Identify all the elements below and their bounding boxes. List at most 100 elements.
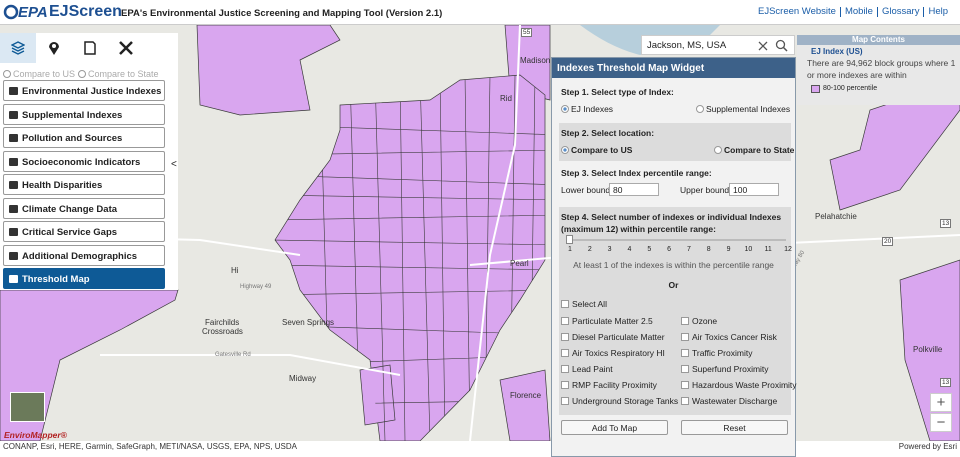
index-checkbox[interactable]: Particulate Matter 2.5 <box>561 316 653 326</box>
slider-handle[interactable] <box>566 235 573 244</box>
ej-indexes-option[interactable]: EJ Indexes <box>561 104 613 114</box>
road-label: Gatesville Rd <box>215 352 251 358</box>
menu-label: Critical Service Gaps <box>22 227 118 238</box>
option-label: EJ Indexes <box>571 104 614 114</box>
checkbox <box>681 365 689 373</box>
map-label: Fairchilds <box>205 318 240 327</box>
checkbox <box>681 333 689 341</box>
route-shield: 55 <box>521 28 533 37</box>
layers-tab[interactable] <box>0 33 36 63</box>
select-all[interactable]: Select All <box>561 299 607 309</box>
menu-item[interactable]: Health Disparities <box>3 174 165 195</box>
step4-band <box>559 207 791 415</box>
powered-by: Powered by Esri <box>898 442 957 451</box>
header-link[interactable]: Mobile <box>839 7 877 17</box>
map-label: Florence <box>510 391 542 400</box>
header-link[interactable]: Glossary <box>876 7 923 17</box>
slider-tick-label: 7 <box>686 246 691 253</box>
checkbox <box>681 397 689 405</box>
checkbox <box>681 349 689 357</box>
map-label: Seven Springs <box>282 318 335 327</box>
index-label: Superfund Proximity <box>692 364 769 374</box>
select-all-label: Select All <box>572 299 607 309</box>
basemap-thumbnail[interactable] <box>10 392 45 422</box>
reset-button[interactable]: Reset <box>681 420 788 435</box>
map-contents-title: Map Contents <box>797 35 960 45</box>
menu-item[interactable]: Critical Service Gaps <box>3 221 165 242</box>
search-button[interactable] <box>775 39 788 52</box>
or-label: Or <box>668 280 679 290</box>
compare-us-label: Compare to US <box>13 69 76 79</box>
compare-state-option[interactable]: Compare to State <box>714 145 794 155</box>
compare-us[interactable]: Compare to US <box>3 69 75 79</box>
layer-name[interactable]: EJ Index (US) <box>811 47 863 56</box>
menu-item[interactable]: Climate Change Data <box>3 197 165 219</box>
menu: Environmental Justice Indexes Supplementa… <box>0 80 178 290</box>
menu-item[interactable]: Socioeconomic Indicators <box>3 150 165 172</box>
index-checkbox[interactable]: Wastewater Discharge <box>681 396 777 406</box>
index-checkbox[interactable]: Lead Paint <box>561 364 613 374</box>
compare-us-option[interactable]: Compare to US <box>561 145 632 155</box>
menu-item[interactable]: Threshold Map <box>3 268 165 289</box>
index-label: Lead Paint <box>572 364 613 374</box>
slider-tick-label: 8 <box>706 246 711 253</box>
step1-label: Step 1. Select type of Index: <box>561 87 674 97</box>
legend-label: 80-100 percentile <box>823 85 878 92</box>
attribution: CONANP, Esri, HERE, Garmin, SafeGraph, M… <box>3 442 298 451</box>
menu-item[interactable]: Pollution and Sources <box>3 127 165 148</box>
option-label: Supplemental Indexes <box>706 104 791 114</box>
legend-swatch <box>811 85 820 93</box>
index-checkbox[interactable]: Superfund Proximity <box>681 364 769 374</box>
tools-tab[interactable] <box>108 33 144 63</box>
index-checkbox[interactable]: RMP Facility Proximity <box>561 380 657 390</box>
checkbox <box>561 397 569 405</box>
index-checkbox[interactable]: Air Toxics Respiratory HI <box>561 348 665 358</box>
map-contents: Map Contents EJ Index (US) There are 94,… <box>797 35 960 105</box>
index-checkbox[interactable]: Hazardous Waste Proximity <box>681 380 797 390</box>
slider-ticks: 1 2 3 4 5 6 7 8 9 10 11 12 <box>552 246 795 256</box>
app-subtitle: EPA's Environmental Justice Screening an… <box>121 8 443 19</box>
map-label: Midway <box>289 374 317 383</box>
location-tab[interactable] <box>36 33 72 63</box>
menu-item[interactable]: Additional Demographics <box>3 244 165 266</box>
zoom-in[interactable]: + <box>930 393 952 412</box>
header-links: EJScreen Website Mobile Glossary Help <box>754 7 952 17</box>
header-link[interactable]: EJScreen Website <box>757 6 836 17</box>
menu-icon <box>9 228 18 236</box>
step3-label: Step 3. Select Index percentile range: <box>561 168 712 178</box>
menu-label: Climate Change Data <box>22 203 118 215</box>
menu-icon <box>9 110 18 119</box>
collapse-button[interactable]: < <box>171 159 177 170</box>
slider-tick-label: 4 <box>627 246 632 253</box>
supplemental-option[interactable]: Supplemental Indexes <box>696 104 790 114</box>
app-title: EJScreen <box>49 3 122 20</box>
search-box[interactable]: Jackson, MS, USA <box>641 35 795 55</box>
lower-bound-input[interactable]: 80 <box>609 183 659 196</box>
index-checkbox[interactable]: Ozone <box>681 316 717 326</box>
header-link[interactable]: Help <box>923 7 952 17</box>
map-label: Polkville <box>913 345 943 354</box>
map-label: Pearl <box>510 259 529 268</box>
zoom-out[interactable]: − <box>930 413 952 432</box>
index-checkbox[interactable]: Diesel Particulate Matter <box>561 332 665 342</box>
menu-label: Health Disparities <box>22 180 103 191</box>
index-checkbox[interactable]: Air Toxics Cancer Risk <box>681 332 777 342</box>
route-shield: 13 <box>940 219 952 228</box>
index-checkbox[interactable]: Traffic Proximity <box>681 348 752 358</box>
index-label: Hazardous Waste Proximity <box>692 380 797 390</box>
upper-bound-input[interactable]: 100 <box>729 183 779 196</box>
menu-label: Socioeconomic Indicators <box>22 156 141 168</box>
menu-item[interactable]: Supplemental Indexes <box>3 103 165 125</box>
epa-flower <box>3 4 19 20</box>
index-checkbox[interactable]: Underground Storage Tanks <box>561 396 678 406</box>
map-label: Hi <box>231 266 239 275</box>
slider-tick-label: 10 <box>744 246 753 253</box>
slider-tick-label: 1 <box>568 246 572 253</box>
block-group-lines <box>275 75 545 441</box>
menu-item[interactable]: Environmental Justice Indexes <box>3 80 165 101</box>
compare-state[interactable]: Compare to State <box>78 69 159 79</box>
add-to-map-button[interactable]: Add To Map <box>561 420 668 435</box>
report-tab[interactable] <box>72 33 108 63</box>
clear-search[interactable] <box>758 41 768 51</box>
